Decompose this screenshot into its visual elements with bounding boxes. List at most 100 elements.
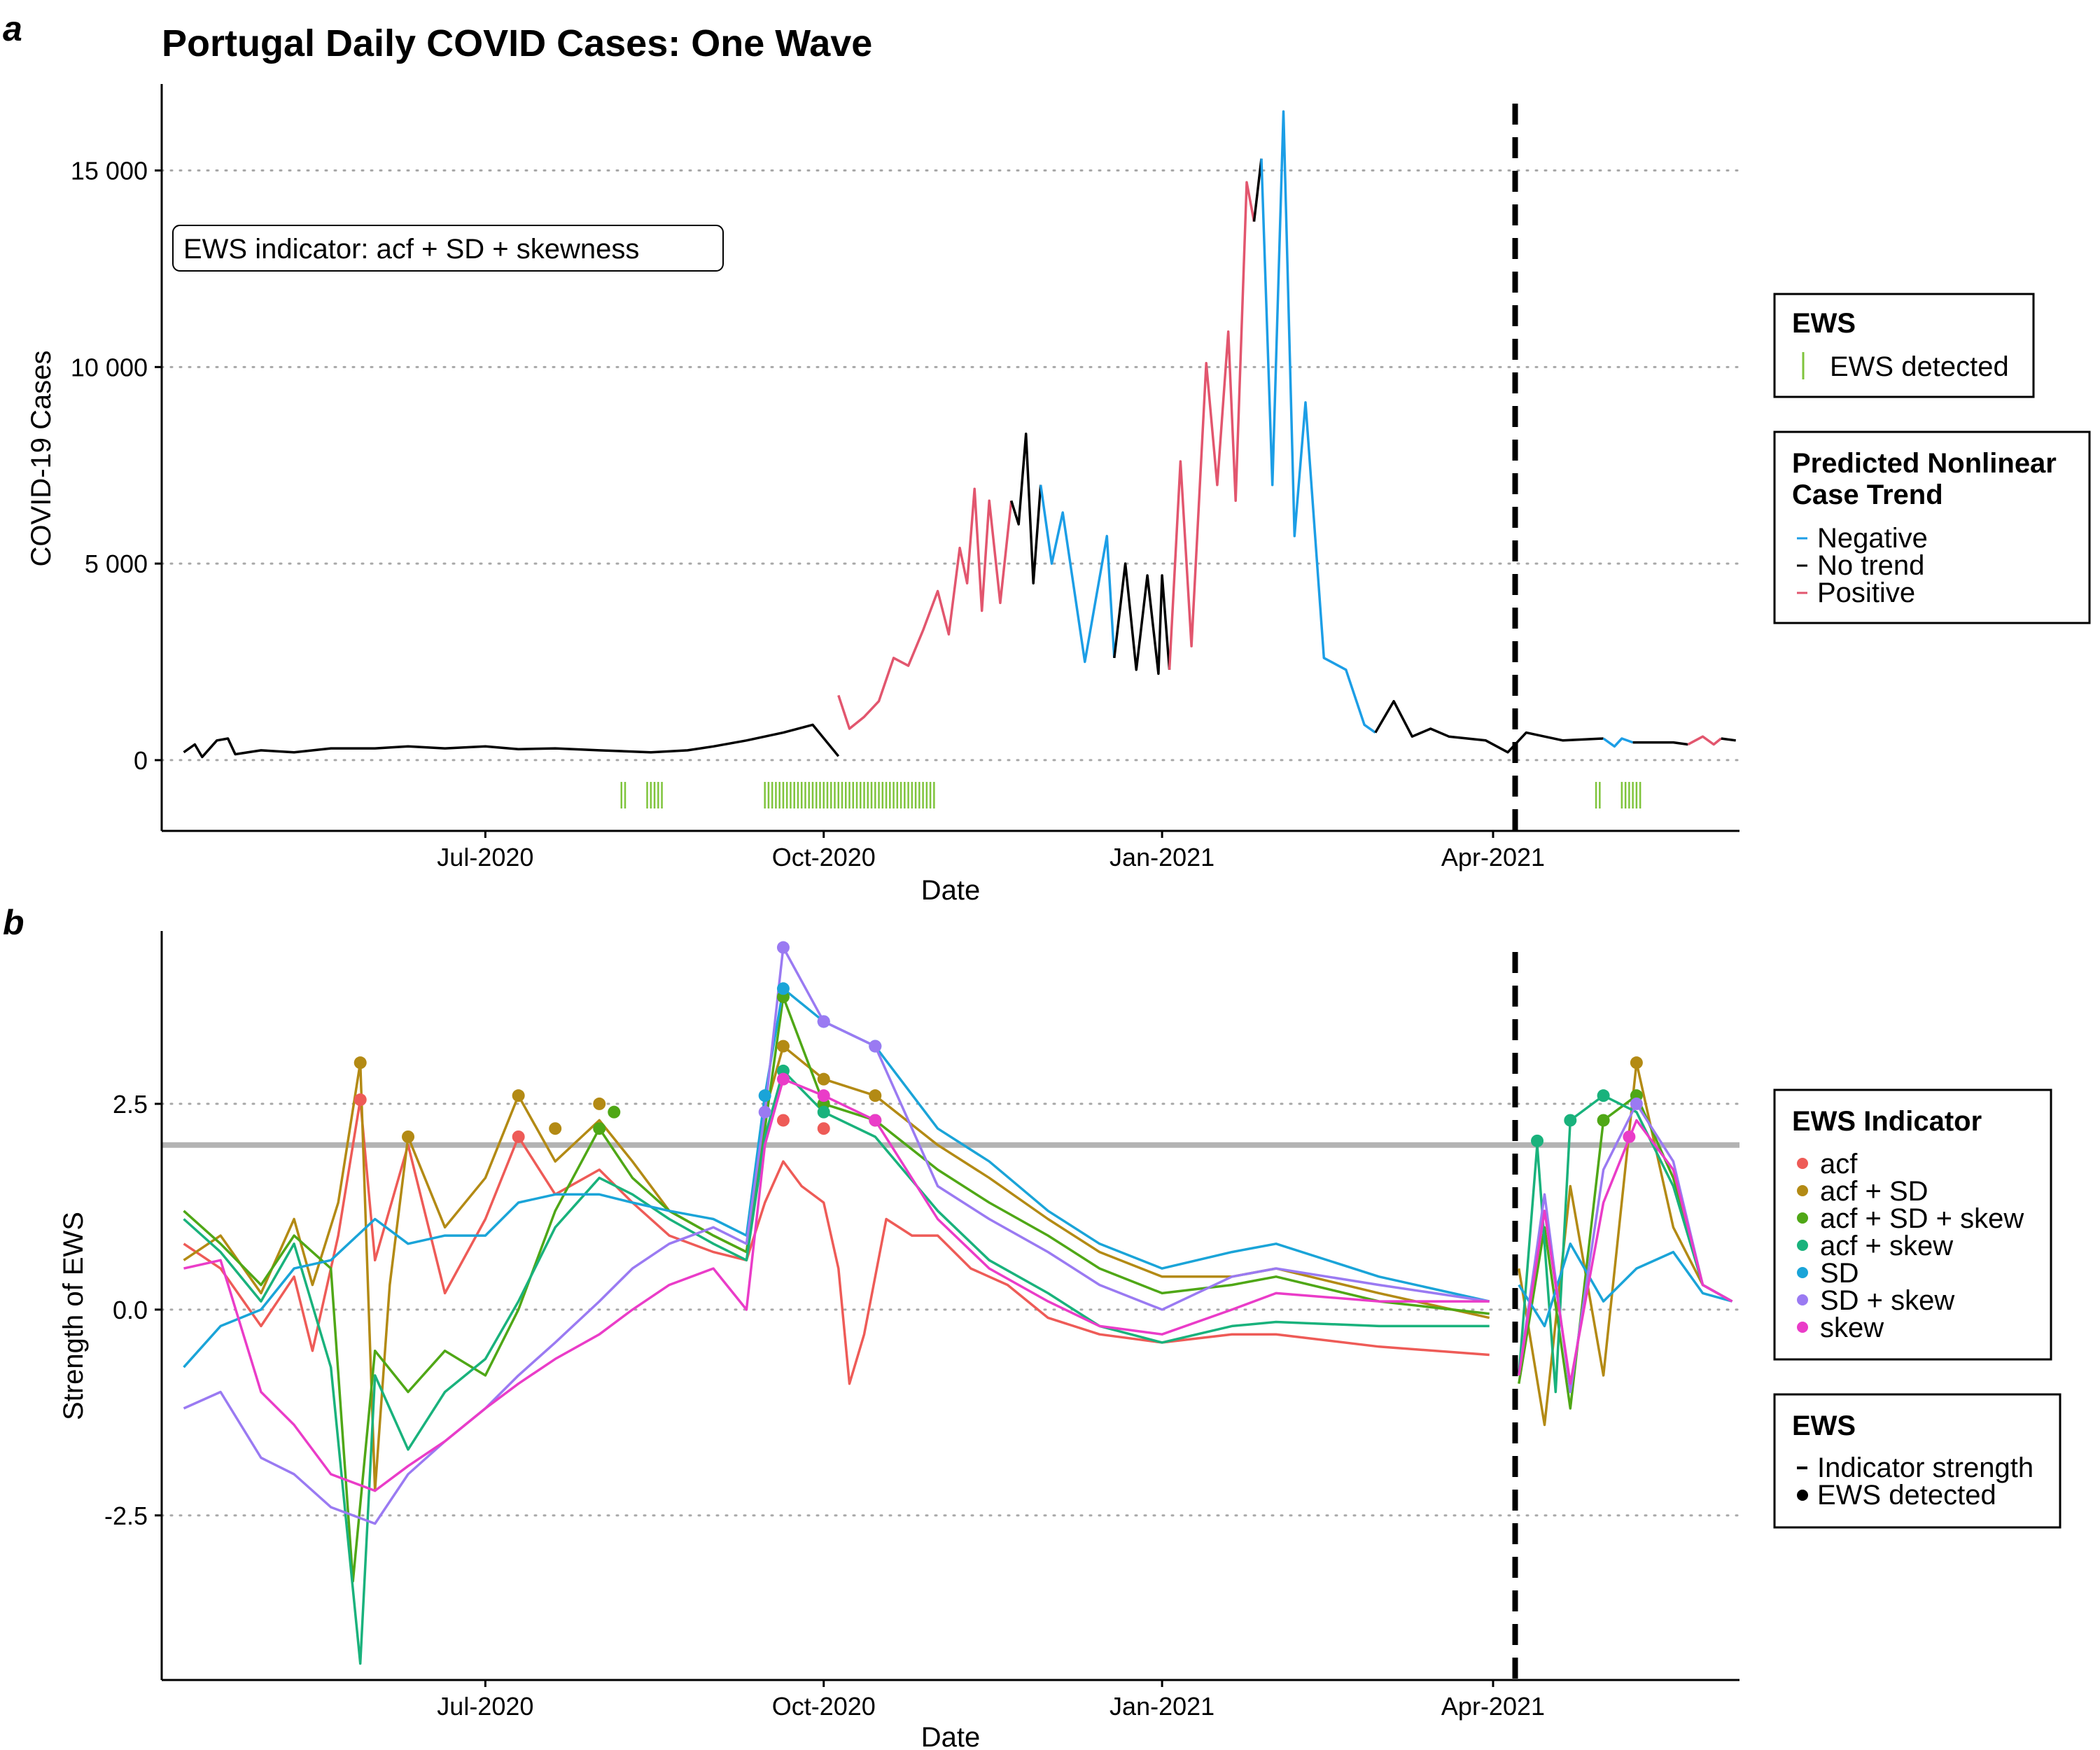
ews-point-acf_sd-2 <box>512 1089 525 1102</box>
ews-point-acf_sd_skew-0 <box>593 1122 606 1135</box>
ews-point-sd_skew-4 <box>1630 1097 1643 1110</box>
ews-point-acf_sd-7 <box>869 1089 882 1102</box>
panel-b-y-label: Strength of EWS <box>58 1212 89 1420</box>
annotation-text: EWS indicator: acf + SD + skewness <box>183 234 639 265</box>
case-segment-9 <box>1602 737 1634 748</box>
case-segment-2 <box>1010 433 1042 584</box>
ews-point-sd-0 <box>758 1089 771 1102</box>
ews-point-acf_sd_skew-5 <box>1597 1114 1610 1127</box>
legend-sd-skew-label: SD + skew <box>1820 1285 1954 1316</box>
ews-point-acf-0 <box>354 1093 367 1107</box>
legend-b-ews-title: EWS <box>1792 1410 1856 1441</box>
legend-acf-skew-label: acf + skew <box>1820 1231 1953 1261</box>
legend-a-trend: Predicted Nonlinear Case Trend Negative … <box>1773 430 2091 624</box>
legend-b-detected-label: EWS detected <box>1817 1480 1996 1511</box>
ytick-label-a-1: 5 000 <box>85 550 148 578</box>
ews-point-acf_sd-8 <box>1630 1056 1643 1070</box>
ytick-label-a-2: 10 000 <box>71 353 148 382</box>
legend-a-trend-title-line1: Predicted Nonlinear <box>1792 448 2057 479</box>
panel-a-letter: a <box>3 9 22 48</box>
series-sd-run-0 <box>183 987 1490 1368</box>
ews-point-sd_skew-1 <box>776 941 790 954</box>
ews-point-acf_sd-3 <box>549 1122 562 1135</box>
ews-point-acf_skew-4 <box>1597 1089 1610 1102</box>
xtick-label-a-0: Jul-2020 <box>437 843 533 872</box>
panel-b-y-ticks: -2.5 0.0 2.5 <box>104 1090 162 1530</box>
xtick-label-a-3: Apr-2021 <box>1441 843 1545 872</box>
panel-a-case-series <box>183 110 1736 759</box>
ews-point-acf_sd-0 <box>354 1056 367 1070</box>
panel-a-y-label: COVID-19 Cases <box>26 351 57 567</box>
case-segment-6 <box>1252 158 1263 222</box>
legend-b-ews-frame <box>1773 1393 2062 1529</box>
panel-a-x-label: Date <box>921 875 981 906</box>
panel-a-x-ticks: Jul-2020 Oct-2020 Jan-2021 Apr-2021 <box>437 831 1545 872</box>
legend-acf-sd-skew-key <box>1797 1212 1808 1224</box>
legend-acf-key <box>1797 1158 1808 1169</box>
panel-a-gridlines <box>160 169 1741 762</box>
case-segment-11 <box>1687 735 1722 746</box>
xtick-label-b-3: Apr-2021 <box>1441 1692 1545 1721</box>
ews-point-acf-3 <box>817 1122 830 1135</box>
ews-point-acf-2 <box>776 1114 790 1127</box>
legend-acf-sd-skew-label: acf + SD + skew <box>1820 1203 2024 1234</box>
panel-a-y-ticks: 0 5 000 10 000 15 000 <box>71 157 162 775</box>
case-segment-5 <box>1168 181 1256 670</box>
series-sd_skew-run-0 <box>183 946 1490 1525</box>
ews-point-sd_skew-2 <box>817 1015 830 1028</box>
legend-a-ews-frame <box>1773 293 2035 398</box>
ews-point-skew-3 <box>1623 1130 1636 1143</box>
ews-point-skew-0 <box>776 1072 790 1086</box>
annotation-frame <box>172 225 724 272</box>
case-segment-0 <box>183 723 840 759</box>
legend-b-ews: EWS Indicator strength EWS detected <box>1773 1393 2062 1529</box>
legend-a-notrend-label: No trend <box>1817 550 1924 581</box>
legend-b-indicator-frame <box>1773 1088 2052 1361</box>
panel-b-x-ticks: Jul-2020 Oct-2020 Jan-2021 Apr-2021 <box>437 1680 1545 1721</box>
ews-point-acf-1 <box>512 1130 525 1143</box>
legend-acf-sd-label: acf + SD <box>1820 1176 1928 1207</box>
series-acf_sd-run-0 <box>183 1044 1490 1492</box>
case-segment-12 <box>1721 737 1736 742</box>
ews-point-acf_skew-2 <box>1531 1134 1544 1147</box>
ews-point-acf_sd-6 <box>817 1072 830 1086</box>
panel-a-ews-ticks <box>620 782 1642 808</box>
ews-point-skew-1 <box>817 1089 830 1102</box>
case-segment-1 <box>837 487 1013 730</box>
panel-b-letter: b <box>3 903 24 942</box>
ews-point-sd_skew-0 <box>758 1105 771 1119</box>
ews-point-acf_skew-3 <box>1564 1114 1577 1127</box>
series-sd-run-1 <box>1518 1242 1732 1328</box>
xtick-label-b-0: Jul-2020 <box>437 1692 533 1721</box>
legend-a-ews: EWS EWS detected <box>1773 293 2035 398</box>
legend-b-indicator: EWS Indicator acf acf + SD acf + SD + sk… <box>1773 1088 2052 1361</box>
panel-b-gridlines <box>160 1102 1741 1517</box>
series-acf_skew-run-0 <box>183 1070 1490 1665</box>
legend-b-indicator-title: EWS Indicator <box>1792 1106 1982 1137</box>
case-segment-7 <box>1260 110 1376 734</box>
legend-a-trend-title-line2: Case Trend <box>1792 479 1943 510</box>
panel-a-annotation-box: EWS indicator: acf + SD + skewness <box>172 225 724 272</box>
ews-point-acf_sd_skew-1 <box>608 1105 621 1119</box>
legend-sd-label: SD <box>1820 1258 1859 1289</box>
series-acf_sd-run-1 <box>1518 1061 1733 1427</box>
legend-skew-label: skew <box>1820 1312 1884 1343</box>
panel-b-ews-points <box>354 941 1643 1147</box>
xtick-label-a-2: Jan-2021 <box>1110 843 1214 872</box>
panel-b-x-label: Date <box>921 1722 981 1750</box>
ytick-label-b-0: -2.5 <box>104 1502 148 1530</box>
ews-point-skew-2 <box>869 1114 882 1127</box>
ews-point-sd_skew-3 <box>869 1040 882 1053</box>
ews-point-acf_sd-1 <box>402 1130 415 1143</box>
legend-a-positive-label: Positive <box>1817 578 1915 608</box>
ytick-label-a-3: 15 000 <box>71 157 148 186</box>
panel-a-title: Portugal Daily COVID Cases: One Wave <box>162 22 872 64</box>
legend-a-negative-label: Negative <box>1817 523 1928 554</box>
xtick-label-b-1: Oct-2020 <box>772 1692 876 1721</box>
xtick-label-b-2: Jan-2021 <box>1110 1692 1214 1721</box>
legend-acf-label: acf <box>1820 1149 1858 1180</box>
series-skew-run-0 <box>183 1077 1490 1492</box>
legend-b-detected-key <box>1797 1490 1808 1501</box>
case-segment-3 <box>1039 484 1116 664</box>
